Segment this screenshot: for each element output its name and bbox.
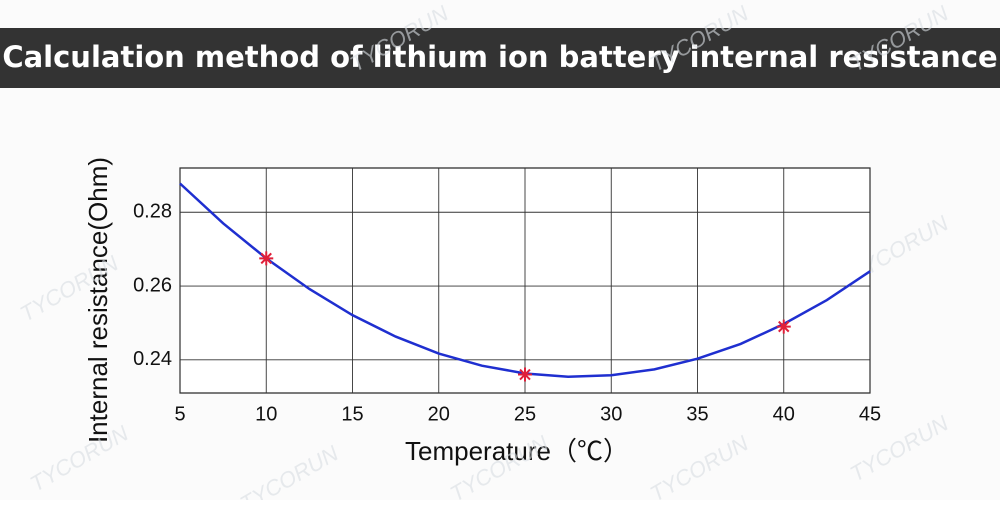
x-tick-label: 45 (859, 403, 881, 425)
x-axis-label: Temperature（℃） (405, 436, 629, 466)
x-tick-label: 20 (428, 403, 450, 425)
chart-title: Calculation method of lithium ion batter… (2, 40, 997, 74)
x-tick-label: 40 (773, 403, 795, 425)
data-point (776, 319, 791, 334)
x-tick-label: 35 (686, 403, 708, 425)
x-tick-label: 15 (341, 403, 363, 425)
x-tick-label: 5 (174, 403, 185, 425)
y-tick-label: 0.26 (133, 274, 172, 296)
title-banner (0, 28, 1000, 88)
x-tick-label: 25 (514, 403, 536, 425)
data-point (518, 367, 532, 382)
y-tick-label: 0.24 (133, 348, 172, 370)
x-tick-label: 30 (600, 403, 622, 425)
data-point (259, 251, 274, 266)
x-tick-label: 10 (255, 403, 277, 425)
y-tick-label: 0.28 (133, 201, 172, 223)
y-axis-label: Internal resistance(Ohm) (83, 157, 113, 443)
